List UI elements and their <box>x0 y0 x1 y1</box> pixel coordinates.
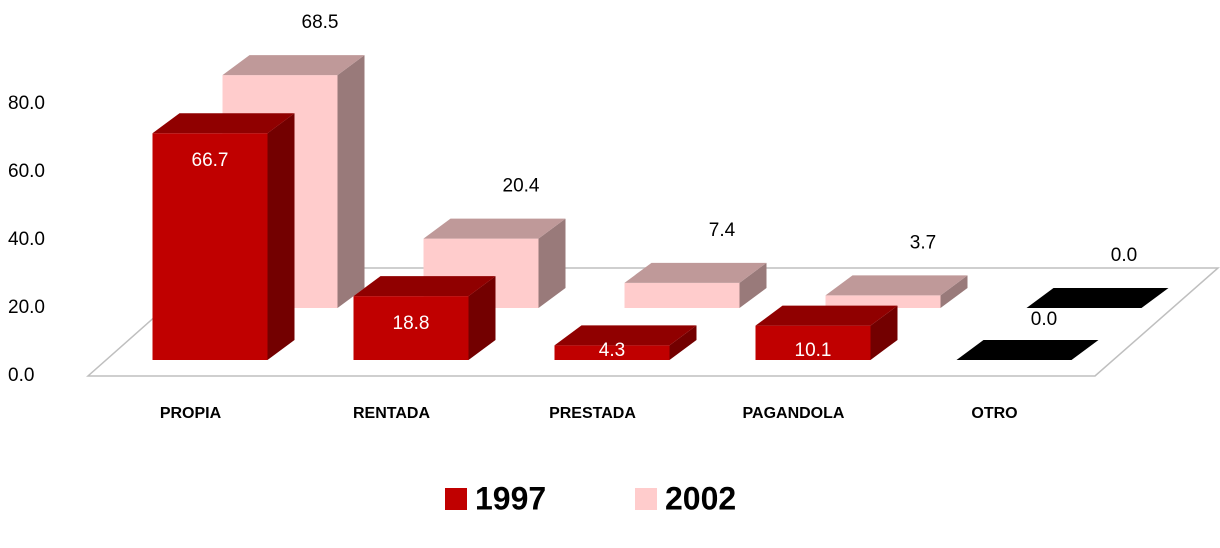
bar-top <box>423 218 566 239</box>
bar-top <box>624 262 767 283</box>
data-label: 4.3 <box>599 340 625 361</box>
x-tick-label: PRESTADA <box>549 405 636 422</box>
bar-top <box>152 113 295 134</box>
bar-front <box>152 133 268 360</box>
bar-side <box>267 113 295 360</box>
x-tick-label: OTRO <box>971 405 1017 422</box>
bar-top <box>956 340 1099 360</box>
legend-swatch <box>445 488 467 510</box>
x-tick-label: PAGANDOLA <box>743 405 845 422</box>
bar-front <box>554 345 670 360</box>
bar-side <box>337 55 365 308</box>
bar <box>554 325 697 360</box>
bar-front <box>624 282 740 308</box>
x-tick-label: PROPIA <box>160 405 222 422</box>
bar <box>825 275 968 308</box>
bar <box>624 262 767 308</box>
legend-label: 2002 <box>665 480 736 516</box>
bar-top <box>825 275 968 296</box>
y-tick-label: 0.0 <box>8 365 34 386</box>
bar-top <box>554 325 697 346</box>
x-tick-label: RENTADA <box>353 405 430 422</box>
data-label: 0.0 <box>1031 309 1057 330</box>
bar <box>956 340 1099 360</box>
bar-top <box>353 276 496 297</box>
bar-side <box>468 276 496 360</box>
bar <box>1026 288 1169 308</box>
legend-swatch <box>635 488 657 510</box>
bar-top <box>222 55 365 76</box>
y-tick-label: 40.0 <box>8 229 45 250</box>
data-label: 20.4 <box>503 176 540 197</box>
bar <box>353 276 496 360</box>
bar-front <box>353 296 469 360</box>
bar-top <box>755 305 898 326</box>
data-label: 66.7 <box>192 150 229 171</box>
data-label: 10.1 <box>795 340 832 361</box>
data-label: 18.8 <box>393 313 430 334</box>
bar-side <box>940 275 968 308</box>
data-label: 3.7 <box>910 232 936 253</box>
y-tick-label: 20.0 <box>8 297 45 318</box>
bar-side <box>669 325 697 360</box>
data-label: 0.0 <box>1111 245 1137 266</box>
bar-front <box>825 295 941 308</box>
bar-side <box>538 218 566 308</box>
bar <box>152 113 295 360</box>
y-tick-label: 60.0 <box>8 161 45 182</box>
bar-side <box>870 305 898 360</box>
bar-side <box>739 262 767 308</box>
legend-label: 1997 <box>475 480 546 516</box>
bar-top <box>1026 288 1169 308</box>
data-label: 7.4 <box>709 220 736 241</box>
data-label: 68.5 <box>302 12 339 33</box>
y-tick-label: 80.0 <box>8 93 45 114</box>
bar <box>755 305 898 360</box>
bar-front <box>755 325 871 360</box>
